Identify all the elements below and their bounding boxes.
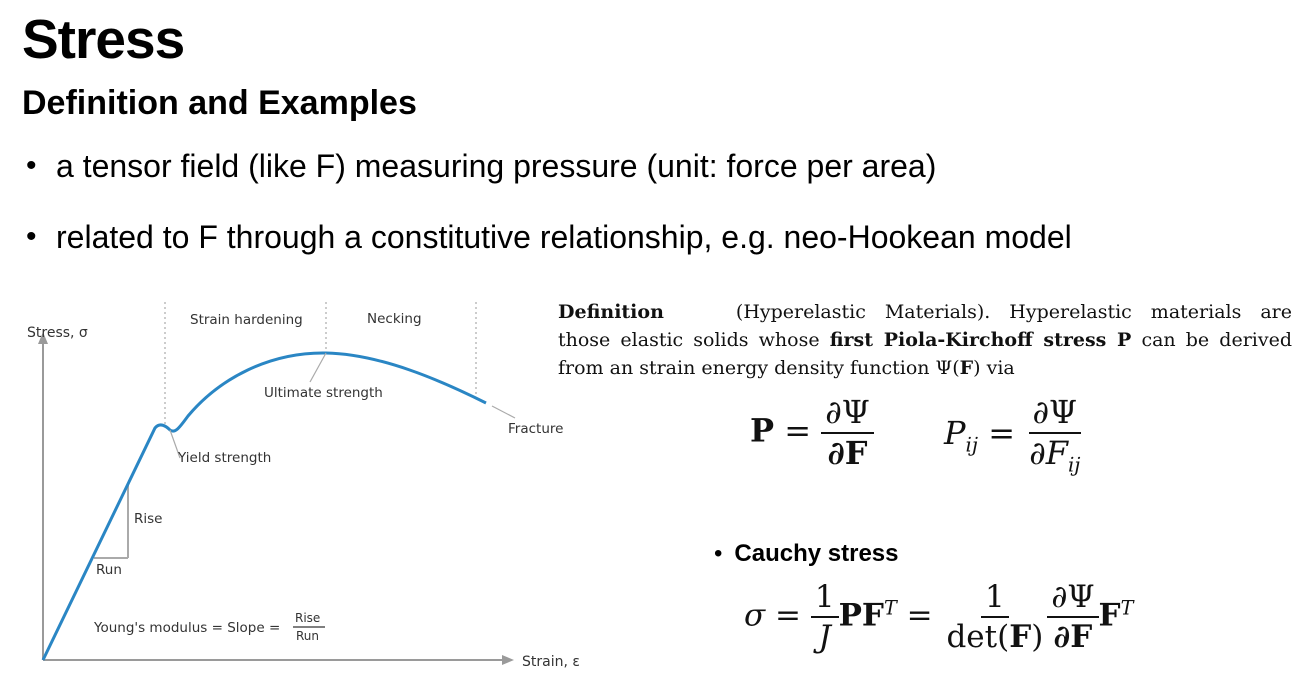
equation-p: P = ∂Ψ ∂F	[750, 394, 874, 473]
fraction-numerator: ∂Ψ	[821, 394, 874, 435]
eq-symbol-p: P	[750, 411, 775, 450]
ultimate-strength-label: Ultimate strength	[264, 385, 383, 401]
eq-transpose: T	[883, 596, 897, 620]
definition-bold-term: first Piola-Kirchoff stress P	[829, 329, 1132, 351]
eq-f: F	[1098, 597, 1121, 634]
eq-equals: =	[784, 411, 812, 450]
eq-dfij: ∂F	[1029, 434, 1068, 473]
region-label-necking: Necking	[367, 311, 422, 327]
youngs-modulus-label: Young's modulus = Slope =	[93, 620, 280, 636]
x-axis-arrow	[502, 655, 514, 665]
stress-strain-diagram: Stress, σ Strain, ε Strain hardening Nec…	[27, 302, 580, 670]
fraction-denominator: J	[818, 619, 831, 656]
eq-subscript: ij	[965, 433, 979, 457]
ultimate-pointer	[309, 352, 327, 383]
cauchy-bullet: • Cauchy stress	[714, 540, 899, 568]
definition-paragraph: Definition (Hyperelastic Materials). Hype…	[558, 298, 1292, 382]
eq-close: )	[1031, 619, 1044, 656]
eq-subscript: ij	[1067, 453, 1081, 477]
fraction: ∂Ψ ∂Fij	[1025, 394, 1084, 476]
youngs-frac-den: Run	[296, 629, 319, 643]
fracture-pointer	[491, 405, 516, 419]
fraction-denominator: ∂Fij	[1025, 434, 1084, 476]
fraction: 1 det(F)	[942, 580, 1047, 654]
eq-symbol-pij: P	[944, 414, 966, 453]
fraction: 1 J	[810, 580, 839, 656]
eq-transpose: T	[1120, 596, 1134, 620]
region-label-strain-hardening: Strain hardening	[190, 312, 303, 328]
definition-text-3: ) via	[973, 357, 1015, 379]
fracture-label: Fracture	[508, 421, 563, 437]
bullet-dot: •	[714, 540, 723, 567]
eq-det: det(	[946, 619, 1010, 656]
eq-pf: PF	[838, 597, 884, 634]
bullet-item: related to F through a constitutive rela…	[24, 217, 1072, 257]
yield-pointer	[169, 429, 181, 459]
run-label: Run	[96, 562, 122, 578]
fraction: ∂Ψ ∂F	[1047, 580, 1099, 656]
fraction-denominator: ∂F	[1053, 619, 1093, 656]
yield-strength-label: Yield strength	[177, 450, 271, 466]
eq-f: F	[1009, 619, 1032, 656]
equation-pij: Pij = ∂Ψ ∂Fij	[944, 394, 1084, 476]
fraction-denominator: ∂F	[827, 434, 868, 473]
y-axis-label: Stress, σ	[27, 325, 88, 341]
cauchy-label: Cauchy stress	[734, 540, 899, 567]
page-title: Stress	[22, 8, 185, 70]
y-axis-arrow	[38, 332, 48, 344]
fraction-denominator: det(F)	[942, 618, 1047, 654]
stress-strain-curve	[41, 351, 487, 661]
youngs-frac-num: Rise	[295, 611, 320, 625]
x-axis-label: Strain, ε	[522, 654, 580, 670]
definition-paren: (Hyperelastic Materials).	[735, 301, 991, 323]
fraction: ∂Ψ ∂F	[821, 394, 874, 473]
bullet-list: a tensor field (like F) measuring pressu…	[24, 146, 1072, 288]
rise-label: Rise	[134, 511, 162, 527]
definition-text-2: can be derived from an strain energy den…	[558, 329, 1292, 379]
definition-label: Definition	[558, 301, 664, 323]
page-subtitle: Definition and Examples	[22, 84, 417, 122]
eq-sigma: σ	[744, 597, 766, 634]
eq-equals: =	[906, 597, 933, 634]
definition-text-1: Hyperelastic materials are those elastic…	[558, 301, 1292, 351]
fraction-numerator: ∂Ψ	[1028, 394, 1082, 435]
fraction-numerator: 1	[981, 580, 1009, 619]
fraction-numerator: ∂Ψ	[1047, 580, 1099, 619]
fraction-numerator: 1	[810, 580, 839, 619]
definition-bold-f: F	[959, 357, 974, 379]
equation-cauchy: σ = 1 J PFT = 1 det(F) ∂Ψ ∂F FT	[744, 580, 1133, 654]
bullet-item: a tensor field (like F) measuring pressu…	[24, 146, 1072, 186]
eq-equals: =	[775, 597, 802, 634]
eq-equals: =	[988, 414, 1016, 453]
